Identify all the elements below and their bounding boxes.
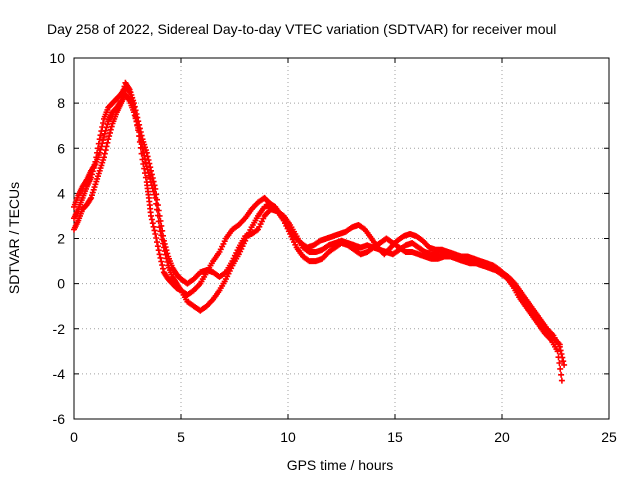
data-point-interp xyxy=(154,239,160,246)
y-tick-label: 4 xyxy=(57,185,65,201)
grid xyxy=(74,58,609,419)
data-point-interp xyxy=(560,358,567,365)
data-point-interp xyxy=(103,124,110,131)
data-point-interp xyxy=(556,360,563,366)
data-point-interp xyxy=(155,247,162,254)
y-tick-label: 0 xyxy=(57,276,65,292)
data-point-interp xyxy=(97,132,104,139)
data-point-interp xyxy=(136,125,143,132)
x-axis-label: GPS time / hours xyxy=(287,457,394,473)
x-tick-label: 5 xyxy=(177,429,185,445)
data-point-interp xyxy=(146,160,153,167)
chart-title: Day 258 of 2022, Sidereal Day-to-day VTE… xyxy=(47,21,556,37)
data-point-interp xyxy=(106,133,113,140)
data-point-interp xyxy=(154,196,160,203)
data-point-interp xyxy=(144,153,151,160)
data-point-interp xyxy=(557,347,564,354)
data-point-interp xyxy=(160,232,166,239)
data-point-interp xyxy=(558,371,565,378)
data-point-interp xyxy=(100,120,107,126)
data-point xyxy=(556,341,563,348)
data-point-interp xyxy=(101,130,108,137)
data-point-interp xyxy=(118,94,125,101)
data-point-interp xyxy=(164,250,171,257)
data-point-interp xyxy=(160,265,166,272)
y-tick-label: -4 xyxy=(53,366,66,382)
data-point xyxy=(156,212,163,219)
data-point-interp xyxy=(120,87,127,93)
data-point-interp xyxy=(101,150,108,157)
y-axis-label: SDTVAR / TECUs xyxy=(6,182,22,294)
data-point-interp xyxy=(154,202,161,209)
data-point-interp xyxy=(142,174,149,181)
data-point-interp xyxy=(99,140,106,147)
data-point xyxy=(156,251,163,258)
data-point-interp xyxy=(107,126,114,133)
data-point-interp xyxy=(153,191,160,198)
data-point xyxy=(105,136,112,143)
data-point-interp xyxy=(103,143,110,150)
data-point-interp xyxy=(163,247,170,254)
x-tick-label: 25 xyxy=(601,429,617,445)
data-point xyxy=(148,212,154,219)
data-point-interp xyxy=(155,207,162,214)
y-tick-label: -6 xyxy=(53,411,66,427)
data-point-interp xyxy=(148,216,155,223)
data-point xyxy=(152,231,159,237)
data-point xyxy=(130,100,137,107)
data-point-interp xyxy=(158,258,165,265)
x-tick-label: 10 xyxy=(280,429,296,445)
data-point xyxy=(558,377,565,384)
y-tick-label: 8 xyxy=(57,95,65,111)
data-point-interp xyxy=(138,132,145,139)
y-tick-label: 6 xyxy=(57,140,65,156)
y-tick-label: -2 xyxy=(53,321,66,337)
x-tick-label: 15 xyxy=(387,429,403,445)
data-point-interp xyxy=(557,365,564,372)
data-points xyxy=(71,79,568,384)
data-point-interp xyxy=(559,354,566,361)
x-tick-label: 20 xyxy=(494,429,510,445)
y-tick-label: 10 xyxy=(49,50,65,66)
data-point xyxy=(148,167,154,174)
data-point xyxy=(561,361,568,368)
data-point xyxy=(135,118,142,125)
data-point-interp xyxy=(148,171,155,178)
y-tick-label: 2 xyxy=(57,231,65,247)
data-point-interp xyxy=(132,107,139,114)
data-point-interp xyxy=(161,240,168,247)
x-tick-label: 0 xyxy=(70,429,78,445)
data-point xyxy=(152,185,159,192)
data-point-interp xyxy=(100,137,107,144)
data-point-interp xyxy=(97,146,104,153)
axis-ticks: 0 5 10 15 20 25 -6 -4 -2 0 2 4 6 8 10 xyxy=(49,50,617,445)
data-point-interp xyxy=(158,222,165,229)
data-point xyxy=(554,348,561,355)
data-point-interp xyxy=(150,178,157,185)
data-point-interp xyxy=(150,223,157,230)
data-point-interp xyxy=(134,114,141,121)
